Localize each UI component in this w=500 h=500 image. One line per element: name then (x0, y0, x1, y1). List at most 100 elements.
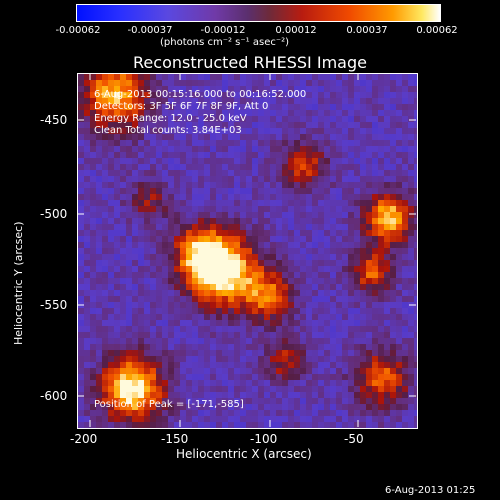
image-pixel (138, 98, 144, 104)
image-pixel (258, 386, 264, 392)
image-pixel (240, 398, 246, 404)
image-pixel (318, 284, 324, 290)
image-pixel (276, 152, 282, 158)
image-pixel (78, 110, 84, 116)
image-pixel (414, 254, 417, 260)
image-pixel (360, 278, 366, 284)
image-pixel (384, 122, 390, 128)
image-pixel (282, 272, 288, 278)
image-pixel (252, 122, 258, 128)
image-pixel (282, 182, 288, 188)
image-pixel (318, 86, 324, 92)
image-pixel (222, 212, 228, 218)
image-pixel (162, 140, 168, 146)
image-pixel (78, 260, 84, 266)
image-pixel (114, 110, 120, 116)
image-pixel (204, 272, 210, 278)
image-pixel (282, 398, 288, 404)
image-pixel (318, 92, 324, 98)
image-pixel (390, 332, 396, 338)
image-pixel (186, 80, 192, 86)
image-pixel (342, 344, 348, 350)
image-pixel (96, 200, 102, 206)
image-pixel (348, 422, 354, 428)
image-pixel (126, 248, 132, 254)
image-pixel (84, 230, 90, 236)
image-pixel (324, 398, 330, 404)
image-pixel (378, 152, 384, 158)
image-pixel (114, 230, 120, 236)
image-pixel (186, 92, 192, 98)
image-pixel (288, 110, 294, 116)
image-pixel (180, 392, 186, 398)
image-pixel (348, 302, 354, 308)
image-pixel (90, 80, 96, 86)
image-pixel (288, 392, 294, 398)
image-pixel (342, 386, 348, 392)
image-pixel (168, 266, 174, 272)
image-pixel (192, 86, 198, 92)
image-pixel (234, 134, 240, 140)
image-pixel (84, 92, 90, 98)
image-pixel (300, 224, 306, 230)
image-pixel (288, 260, 294, 266)
image-pixel (414, 290, 417, 296)
image-pixel (96, 380, 102, 386)
image-pixel (240, 254, 246, 260)
image-pixel (342, 212, 348, 218)
image-pixel (378, 194, 384, 200)
image-pixel (366, 242, 372, 248)
image-pixel (312, 254, 318, 260)
image-pixel (234, 116, 240, 122)
image-pixel (318, 314, 324, 320)
image-pixel (282, 356, 288, 362)
image-pixel (138, 110, 144, 116)
image-pixel (384, 314, 390, 320)
image-pixel (168, 398, 174, 404)
image-pixel (90, 416, 96, 422)
image-pixel (306, 254, 312, 260)
image-pixel (414, 266, 417, 272)
image-pixel (78, 158, 84, 164)
image-pixel (234, 416, 240, 422)
image-pixel (390, 110, 396, 116)
image-pixel (378, 182, 384, 188)
image-pixel (372, 398, 378, 404)
image-pixel (210, 320, 216, 326)
image-pixel (222, 356, 228, 362)
image-pixel (258, 392, 264, 398)
image-pixel (108, 224, 114, 230)
image-pixel (360, 152, 366, 158)
image-pixel (84, 266, 90, 272)
image-pixel (138, 176, 144, 182)
image-pixel (144, 296, 150, 302)
image-pixel (306, 284, 312, 290)
image-pixel (324, 146, 330, 152)
image-pixel (306, 404, 312, 410)
image-pixel (276, 110, 282, 116)
image-pixel (390, 266, 396, 272)
image-pixel (114, 116, 120, 122)
image-pixel (120, 404, 126, 410)
image-pixel (258, 200, 264, 206)
image-pixel (120, 92, 126, 98)
image-pixel (252, 284, 258, 290)
image-pixel (282, 380, 288, 386)
image-pixel (384, 326, 390, 332)
image-pixel (222, 236, 228, 242)
image-pixel (402, 122, 408, 128)
image-pixel (306, 80, 312, 86)
image-pixel (84, 218, 90, 224)
image-pixel (216, 218, 222, 224)
image-pixel (174, 176, 180, 182)
image-pixel (318, 260, 324, 266)
image-pixel (84, 194, 90, 200)
image-pixel (90, 110, 96, 116)
image-pixel (96, 326, 102, 332)
image-pixel (384, 272, 390, 278)
image-pixel (102, 422, 108, 428)
image-pixel (114, 320, 120, 326)
image-pixel (102, 188, 108, 194)
image-pixel (258, 284, 264, 290)
image-pixel (276, 146, 282, 152)
